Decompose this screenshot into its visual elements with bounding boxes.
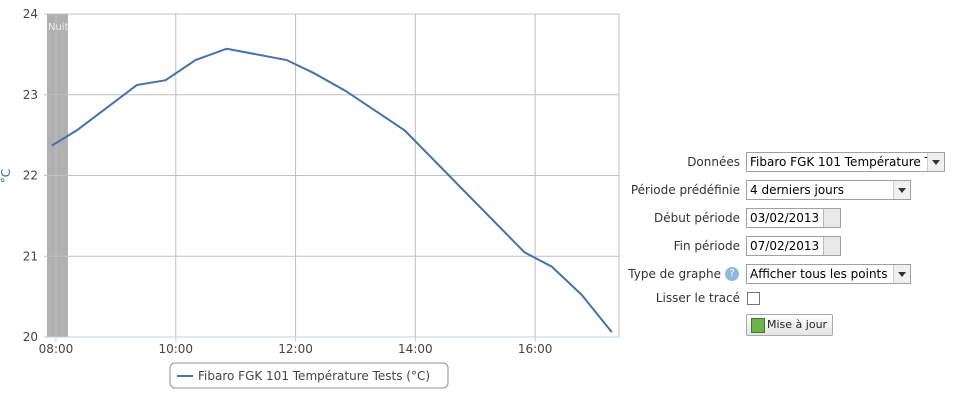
- help-icon[interactable]: ?: [725, 267, 739, 281]
- y-axis-label: °C: [0, 169, 13, 183]
- date-input[interactable]: 03/02/2013: [746, 208, 841, 228]
- calendar-icon[interactable]: [823, 209, 840, 227]
- label: Fin période: [673, 239, 740, 253]
- select-value: Fibaro FGK 101 Température Tests: [750, 155, 945, 169]
- refresh-icon: [751, 318, 765, 333]
- x-tick-label: 10:00: [158, 342, 193, 356]
- y-tick-label: 23: [23, 88, 38, 102]
- label: Période prédéfinie: [630, 183, 740, 197]
- calendar-icon[interactable]: [823, 237, 840, 255]
- night-label: Nuit: [48, 22, 69, 33]
- date-value: 03/02/2013: [750, 211, 820, 225]
- legend: [169, 362, 449, 389]
- dropdown-arrow: [893, 181, 910, 199]
- y-tick-label: 21: [23, 249, 38, 263]
- label: Début période: [654, 211, 740, 225]
- button-label: Mise à jour: [767, 318, 828, 331]
- select[interactable]: Afficher tous les points: [746, 264, 911, 284]
- legend-label: Fibaro FGK 101 Température Tests (°C): [198, 369, 430, 383]
- label: Données: [687, 155, 740, 169]
- date-value: 07/02/2013: [750, 239, 820, 253]
- date-input[interactable]: 07/02/2013: [746, 236, 841, 256]
- select[interactable]: 4 derniers jours: [746, 180, 911, 200]
- x-tick-label: 14:00: [398, 342, 433, 356]
- update-button[interactable]: Mise à jour: [746, 314, 834, 336]
- y-tick-label: 20: [23, 330, 38, 344]
- dropdown-arrow: [893, 265, 910, 283]
- label: Lisser le tracé: [655, 291, 740, 305]
- dropdown-arrow: [927, 153, 944, 171]
- chart: °C Nuit 20 21 22 23 24 08:00 10:00 12:00 14:00 16:…: [0, 7, 620, 389]
- y-tick-label: 22: [23, 169, 38, 183]
- series-line: [51, 47, 613, 333]
- x-tick-label: 08:00: [39, 342, 74, 356]
- label: Type de graphe: [628, 267, 721, 281]
- select-value: Afficher tous les points: [750, 267, 888, 281]
- y-tick-label: 24: [23, 7, 38, 21]
- checkbox[interactable]: [747, 292, 760, 305]
- select[interactable]: Fibaro FGK 101 Température Tests: [746, 152, 945, 172]
- select-value: 4 derniers jours: [750, 183, 844, 197]
- x-tick-label: 12:00: [278, 342, 313, 356]
- x-tick-label: 16:00: [518, 342, 553, 356]
